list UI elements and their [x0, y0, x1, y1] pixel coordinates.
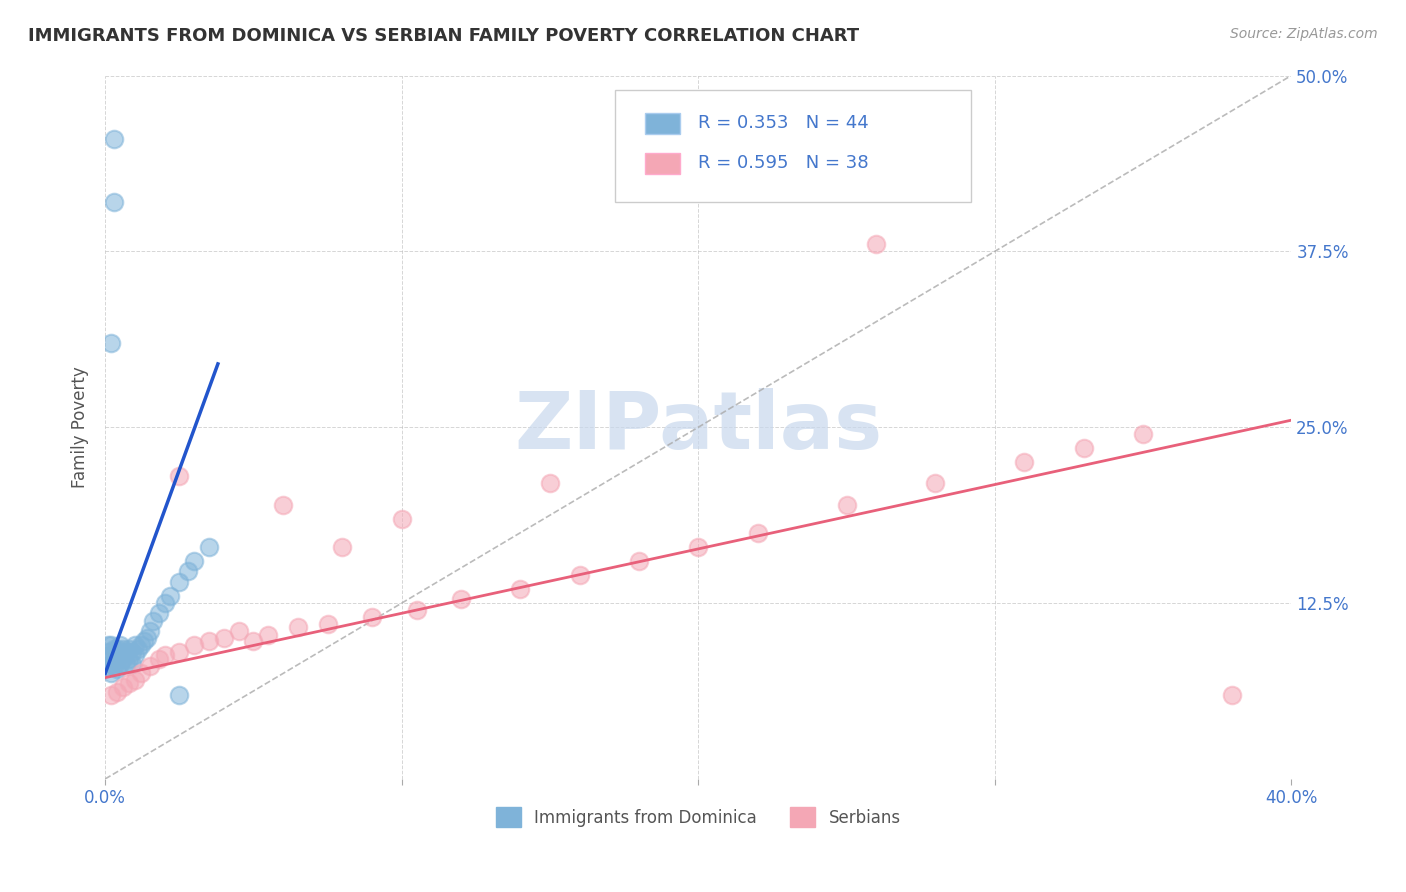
Point [100, 688, 122, 702]
Point [405, 603, 427, 617]
Point [103, 642, 125, 657]
Text: Source: ZipAtlas.com: Source: ZipAtlas.com [1230, 27, 1378, 41]
Point [198, 634, 221, 648]
Point [132, 634, 155, 648]
Point [257, 628, 280, 642]
Point [129, 638, 152, 652]
Point [148, 606, 170, 620]
Point [97, 652, 120, 666]
Point [129, 666, 152, 681]
FancyBboxPatch shape [645, 153, 681, 174]
Point [97, 638, 120, 652]
Point [212, 632, 235, 646]
Point [1220, 688, 1243, 702]
Point [124, 648, 146, 662]
Point [183, 554, 205, 568]
Point [124, 638, 146, 652]
Point [97, 645, 120, 659]
Point [138, 659, 160, 673]
Point [332, 540, 354, 554]
Point [111, 642, 134, 657]
Legend: Immigrants from Dominica, Serbians: Immigrants from Dominica, Serbians [489, 800, 907, 834]
Point [115, 657, 138, 671]
Point [108, 638, 131, 652]
Point [103, 195, 125, 210]
Y-axis label: Family Poverty: Family Poverty [72, 367, 89, 488]
FancyBboxPatch shape [616, 89, 972, 202]
Point [105, 662, 128, 676]
Point [103, 132, 125, 146]
Point [228, 624, 250, 639]
Point [118, 642, 141, 657]
Point [148, 652, 170, 666]
Point [111, 652, 134, 666]
Point [100, 648, 122, 662]
Point [135, 632, 157, 646]
Point [1014, 455, 1036, 469]
FancyBboxPatch shape [645, 112, 681, 134]
Point [159, 589, 181, 603]
Point [108, 648, 131, 662]
Point [169, 688, 191, 702]
Point [153, 648, 176, 662]
Point [103, 652, 125, 666]
Point [169, 469, 191, 483]
Text: R = 0.353   N = 44: R = 0.353 N = 44 [699, 114, 869, 132]
Point [138, 624, 160, 639]
Point [865, 237, 887, 252]
Point [568, 568, 591, 582]
Point [100, 638, 122, 652]
Point [1073, 442, 1095, 456]
Point [198, 540, 221, 554]
Point [105, 652, 128, 666]
Point [118, 676, 141, 690]
Point [391, 511, 413, 525]
Point [169, 574, 191, 589]
Point [124, 673, 146, 688]
Point [835, 498, 858, 512]
Point [361, 610, 384, 624]
Point [1132, 427, 1154, 442]
Point [121, 657, 143, 671]
Point [287, 620, 309, 634]
Point [450, 591, 472, 606]
Point [169, 645, 191, 659]
Point [118, 652, 141, 666]
Point [142, 615, 165, 629]
Point [271, 498, 294, 512]
Point [177, 564, 200, 578]
Point [108, 657, 131, 671]
Point [100, 335, 122, 350]
Point [105, 684, 128, 698]
Point [127, 642, 149, 657]
Point [100, 657, 122, 671]
Point [105, 642, 128, 657]
Point [747, 525, 769, 540]
Text: ZIPatlas: ZIPatlas [515, 388, 883, 467]
Point [688, 540, 710, 554]
Point [316, 617, 339, 632]
Text: R = 0.595   N = 38: R = 0.595 N = 38 [699, 154, 869, 172]
Point [111, 681, 134, 695]
Point [97, 659, 120, 673]
Point [924, 476, 946, 491]
Point [509, 582, 531, 596]
Point [103, 659, 125, 673]
Point [242, 634, 264, 648]
Point [153, 596, 176, 610]
Point [627, 554, 650, 568]
Point [183, 638, 205, 652]
Point [115, 645, 138, 659]
Point [100, 666, 122, 681]
Text: IMMIGRANTS FROM DOMINICA VS SERBIAN FAMILY POVERTY CORRELATION CHART: IMMIGRANTS FROM DOMINICA VS SERBIAN FAMI… [28, 27, 859, 45]
Point [538, 476, 561, 491]
Point [121, 645, 143, 659]
